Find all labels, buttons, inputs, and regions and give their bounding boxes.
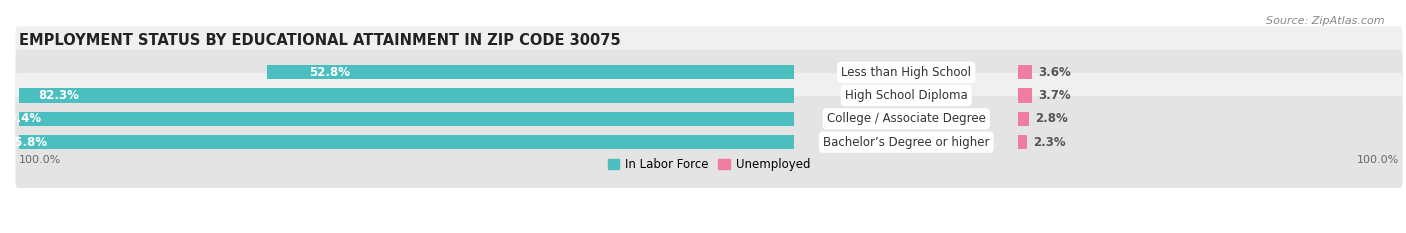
Text: Less than High School: Less than High School	[841, 66, 972, 79]
FancyBboxPatch shape	[15, 26, 1403, 118]
Text: 82.3%: 82.3%	[38, 89, 79, 102]
Bar	[1018, 112, 1029, 126]
Bar	[0, 135, 794, 149]
Text: 85.8%: 85.8%	[6, 136, 46, 149]
Bar	[1018, 88, 1032, 103]
Legend: In Labor Force, Unemployed: In Labor Force, Unemployed	[607, 158, 810, 171]
FancyBboxPatch shape	[15, 96, 1403, 188]
Text: EMPLOYMENT STATUS BY EDUCATIONAL ATTAINMENT IN ZIP CODE 30075: EMPLOYMENT STATUS BY EDUCATIONAL ATTAINM…	[18, 33, 620, 48]
Text: High School Diploma: High School Diploma	[845, 89, 967, 102]
Text: 3.7%: 3.7%	[1039, 89, 1071, 102]
Text: 52.8%: 52.8%	[309, 66, 350, 79]
Bar	[0, 88, 794, 103]
Bar	[267, 65, 794, 79]
Text: Bachelor’s Degree or higher: Bachelor’s Degree or higher	[823, 136, 990, 149]
Bar	[1018, 135, 1026, 149]
FancyBboxPatch shape	[15, 50, 1403, 141]
Text: 2.8%: 2.8%	[1035, 112, 1069, 125]
Bar	[0, 112, 794, 126]
Bar	[1018, 65, 1032, 79]
Text: 100.0%: 100.0%	[1357, 155, 1399, 165]
Text: 100.0%: 100.0%	[18, 155, 60, 165]
Text: 3.6%: 3.6%	[1038, 66, 1071, 79]
Text: College / Associate Degree: College / Associate Degree	[827, 112, 986, 125]
Text: 86.4%: 86.4%	[0, 112, 41, 125]
Text: Source: ZipAtlas.com: Source: ZipAtlas.com	[1267, 16, 1385, 26]
FancyBboxPatch shape	[15, 73, 1403, 165]
Text: 2.3%: 2.3%	[1033, 136, 1066, 149]
